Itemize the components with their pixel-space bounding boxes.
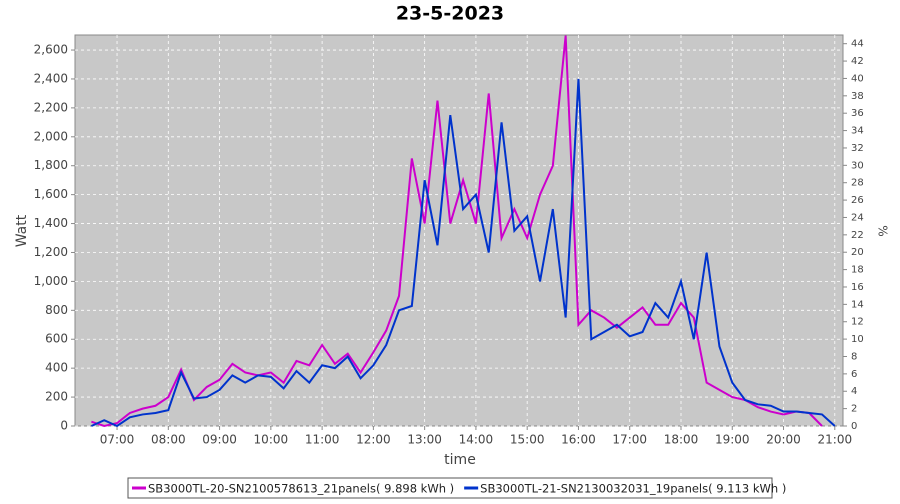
x-tick-label: 21:00 [818, 433, 853, 447]
x-tick-label: 12:00 [356, 433, 391, 447]
y-tick-label: 1,400 [34, 216, 68, 230]
y-tick-label: 800 [45, 303, 68, 317]
y-tick-label: 600 [45, 332, 68, 346]
y-tick-label: 1,200 [34, 245, 68, 259]
y-tick-label: 1,800 [34, 158, 68, 172]
y2-tick-label: 24 [851, 212, 864, 223]
x-tick-label: 17:00 [612, 433, 647, 447]
y-tick-label: 2,000 [34, 129, 68, 143]
y2-tick-label: 12 [851, 317, 864, 328]
y2-tick-label: 2 [851, 404, 857, 415]
legend-label: SB3000TL-21-SN2130032031_19panels( 9.113… [480, 482, 786, 496]
y2-tick-label: 22 [851, 230, 864, 241]
x-tick-label: 09:00 [202, 433, 237, 447]
y2-tick-label: 36 [851, 108, 864, 119]
y-tick-label: 400 [45, 361, 68, 375]
series-line [90, 78, 836, 428]
y2-tick-label: 18 [851, 265, 864, 276]
x-tick-label: 16:00 [561, 433, 596, 447]
y2-tick-label: 26 [851, 195, 864, 206]
y2-tick-label: 30 [851, 160, 864, 171]
series-line [91, 35, 823, 428]
x-tick-label: 19:00 [715, 433, 750, 447]
y2-axis-label: % [876, 225, 890, 236]
y2-tick-label: 14 [851, 299, 864, 310]
x-tick-label: 14:00 [459, 433, 494, 447]
y2-tick-label: 28 [851, 178, 864, 189]
x-tick-label: 20:00 [766, 433, 801, 447]
y2-tick-label: 4 [851, 386, 857, 397]
y-tick-label: 200 [45, 390, 68, 404]
y-tick-label: 0 [60, 419, 68, 433]
y2-tick-label: 10 [851, 334, 864, 345]
y2-tick-label: 42 [851, 56, 864, 67]
y2-tick-label: 44 [851, 39, 864, 50]
x-tick-label: 07:00 [100, 433, 135, 447]
x-tick-label: 08:00 [151, 433, 186, 447]
x-tick-label: 11:00 [305, 433, 340, 447]
y2-tick-label: 38 [851, 91, 864, 102]
y2-tick-label: 34 [851, 126, 864, 137]
y2-tick-label: 8 [851, 351, 857, 362]
y2-tick-label: 40 [851, 73, 864, 84]
plot-area [74, 34, 844, 427]
y2-tick-label: 16 [851, 282, 864, 293]
y2-tick-label: 6 [851, 369, 857, 380]
y2-tick-label: 0 [851, 421, 857, 432]
y-tick-label: 2,600 [34, 43, 68, 57]
y-tick-label: 2,200 [34, 100, 68, 114]
x-tick-label: 13:00 [407, 433, 442, 447]
x-tick-label: 15:00 [510, 433, 545, 447]
x-tick-label: 18:00 [664, 433, 699, 447]
legend [127, 477, 773, 499]
y2-tick-label: 32 [851, 143, 864, 154]
y-tick-label: 2,400 [34, 71, 68, 85]
chart-title: 23-5-2023 [396, 3, 504, 25]
y-axis-label: Watt [14, 214, 30, 247]
legend-label: SB3000TL-20-SN2100578613_21panels( 9.898… [148, 482, 454, 496]
y-tick-label: 1,000 [34, 274, 68, 288]
y2-tick-label: 20 [851, 247, 864, 258]
x-tick-label: 10:00 [254, 433, 289, 447]
x-axis-label: time [444, 452, 476, 468]
y-tick-label: 1,600 [34, 187, 68, 201]
